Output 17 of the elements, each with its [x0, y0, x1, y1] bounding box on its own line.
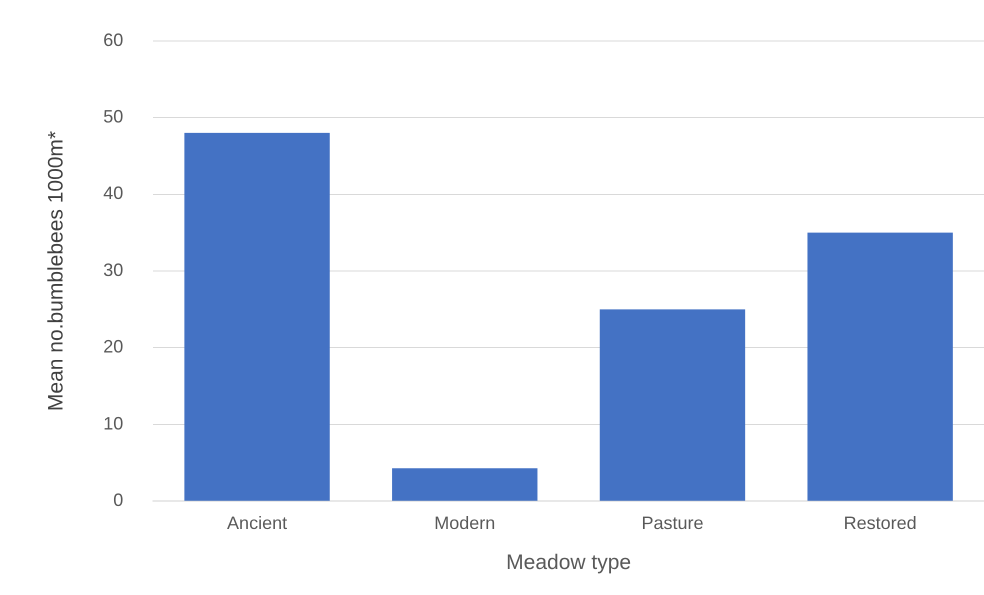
y-tick-label: 40: [103, 183, 124, 204]
bar: [184, 132, 330, 501]
y-tick-label: 50: [103, 106, 124, 126]
bar: [600, 309, 746, 501]
x-tick-label: Restored: [844, 512, 917, 533]
y-tick-label: 30: [103, 260, 124, 280]
y-tick-label: 10: [103, 413, 124, 434]
x-tick-label: Pasture: [641, 512, 704, 533]
x-tick-label: Ancient: [227, 512, 288, 533]
x-tick-label: Modern: [434, 512, 496, 533]
y-tick-label: 0: [113, 490, 124, 510]
y-tick-label: 60: [103, 30, 124, 50]
y-axis-title: Mean no.bumblebees 1000m*: [44, 130, 68, 412]
bar: [392, 468, 538, 501]
x-axis-title: Meadow type: [506, 551, 632, 574]
bar: [807, 232, 953, 501]
y-tick-label: 20: [103, 336, 124, 357]
